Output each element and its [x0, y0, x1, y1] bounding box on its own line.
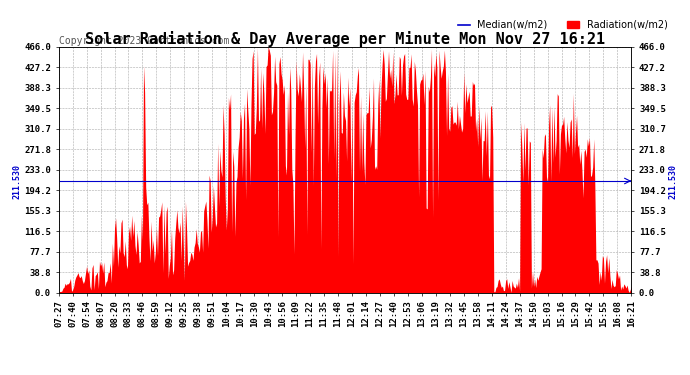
Title: Solar Radiation & Day Average per Minute Mon Nov 27 16:21: Solar Radiation & Day Average per Minute… — [85, 31, 605, 47]
Text: 211.530: 211.530 — [669, 164, 678, 198]
Legend: Median(w/m2), Radiation(w/m2): Median(w/m2), Radiation(w/m2) — [454, 16, 671, 34]
Text: 211.530: 211.530 — [12, 164, 21, 198]
Text: Copyright 2023 Cartronics.com: Copyright 2023 Cartronics.com — [59, 36, 230, 46]
